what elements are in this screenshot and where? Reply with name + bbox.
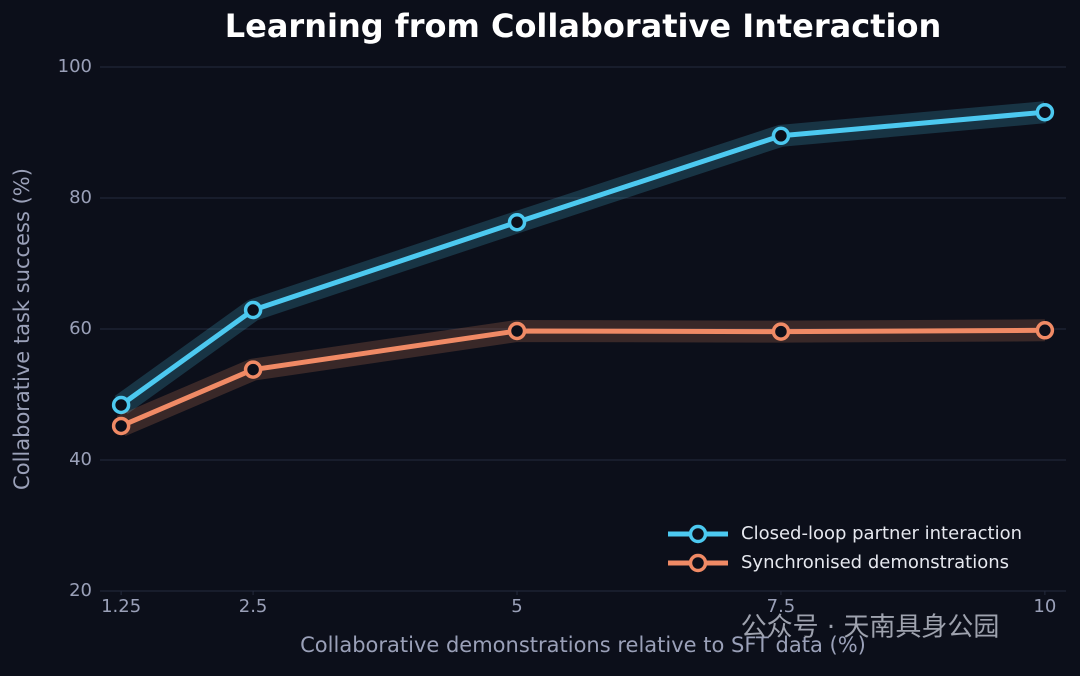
x-tick-label: 1.25 <box>101 596 141 617</box>
x-tick-label: 5 <box>511 596 522 617</box>
line-halo <box>116 319 1045 437</box>
x-axis-label: Collaborative demonstrations relative to… <box>300 633 866 657</box>
y-tick-label: 80 <box>69 187 92 208</box>
marker <box>507 321 527 341</box>
marker <box>243 360 263 379</box>
y-tick-label: 100 <box>58 56 92 77</box>
x-tick-label: 2.5 <box>239 596 268 617</box>
legend-marker <box>688 553 708 573</box>
marker <box>771 126 791 146</box>
legend-label: Synchronised demonstrations <box>741 552 1009 573</box>
marker <box>507 212 527 232</box>
marker <box>111 416 131 436</box>
legend-label: Closed-loop partner interaction <box>741 523 1022 544</box>
watermark: 公众号 · 天南具身公园 <box>741 613 1000 643</box>
chart-title: Learning from Collaborative Interaction <box>225 7 942 45</box>
legend-marker <box>688 524 708 544</box>
y-tick-label: 20 <box>69 580 92 601</box>
marker <box>243 300 263 320</box>
y-tick-label: 40 <box>69 449 92 470</box>
marker <box>111 395 131 415</box>
x-tick-label: 10 <box>1033 596 1056 617</box>
marker <box>771 322 791 341</box>
y-axis-label: Collaborative task success (%) <box>10 168 34 490</box>
x-tick-label: 7.5 <box>767 596 796 617</box>
marker <box>1035 102 1055 122</box>
marker <box>1035 321 1055 340</box>
y-tick-label: 60 <box>69 318 92 339</box>
